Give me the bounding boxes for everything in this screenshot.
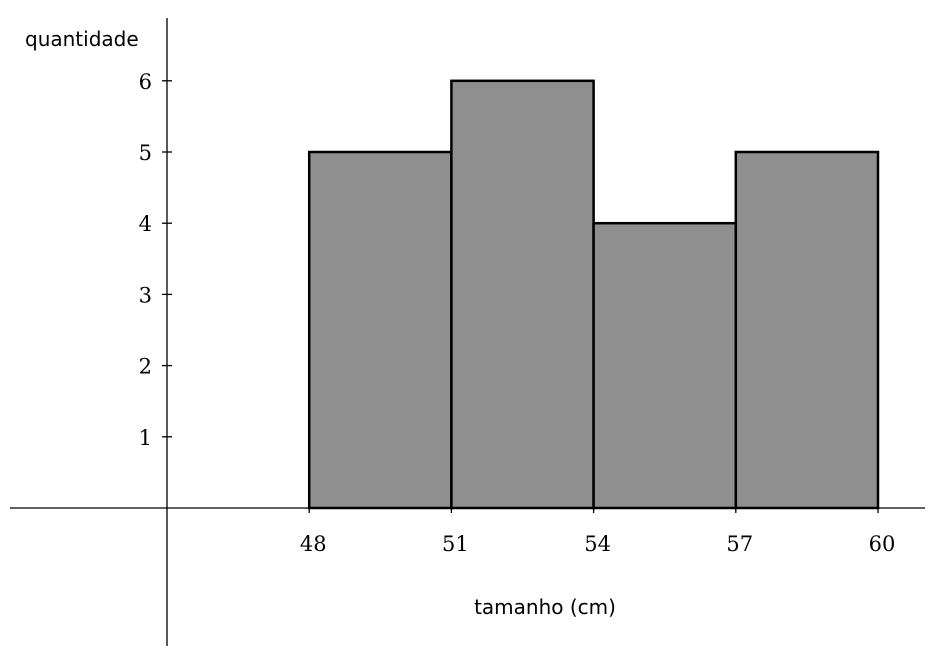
bar-48-51 [307, 150, 453, 510]
bar-51-54 [450, 79, 595, 510]
y-tick-label-3: 3 [139, 283, 152, 307]
x-tick-label-57: 57 [726, 532, 753, 556]
y-tick-label-4: 4 [139, 212, 152, 236]
bar-57-60 [734, 150, 880, 510]
y-tick-label-1: 1 [139, 426, 152, 450]
bar-54-57 [592, 221, 738, 510]
y-tick-label-2: 2 [139, 355, 152, 379]
x-tick-label-51: 51 [442, 532, 469, 556]
x-tick-label-48: 48 [300, 532, 327, 556]
y-axis-title: quantidade [25, 27, 139, 51]
y-tick-label-5: 5 [139, 141, 152, 165]
x-tick-label-60: 60 [869, 532, 896, 556]
x-axis-title: tamanho (cm) [474, 595, 616, 619]
x-tick-label-54: 54 [584, 532, 611, 556]
y-tick-label-6: 6 [139, 70, 152, 94]
bars-layer [307, 79, 880, 510]
ticks-layer: 48 51 54 57 60 1 2 3 4 5 6 [139, 70, 896, 556]
